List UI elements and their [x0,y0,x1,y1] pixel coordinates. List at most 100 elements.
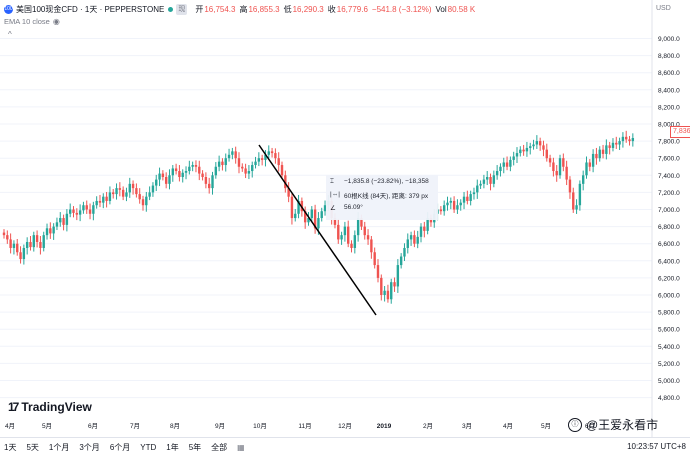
watermark: ⓘ @王爱永看市 [568,416,658,433]
candle-body [138,194,141,200]
candle-body [340,235,343,240]
ema-indicator-legend[interactable]: EMA 10 close ◉ [4,17,60,26]
range-6m[interactable]: 6个月 [109,443,131,452]
time-tick-label: 8月 [170,422,180,430]
candle-body [82,205,85,211]
candle-body [241,166,244,169]
watermark-text: @王爱永看市 [586,418,659,432]
candle-body [72,209,75,213]
candle-body [194,165,198,167]
price-tick-label: 7,600.0 [658,156,680,163]
candle-body [482,179,486,184]
candle-body [356,218,360,236]
candle-body [98,200,102,203]
candle-body [337,224,340,240]
candle-body [217,161,221,167]
candle-body [548,158,552,163]
symbol-legend[interactable]: 100 美国100现金CFD · 1天 · PEPPERSTONE 现 开 16,… [4,4,479,15]
candle-body [373,252,376,266]
candle-body [118,188,122,190]
candle-body [413,235,416,244]
calendar-icon[interactable]: ▦ [237,443,245,452]
candle-body [52,226,55,234]
candle-body [297,200,300,214]
candle-body [108,192,112,201]
candle-body [307,218,310,223]
price-tick-label: 5,400.0 [658,344,680,351]
candle-body [257,158,261,162]
candle-body [595,153,598,159]
candle-body [290,196,294,219]
time-tick-label: 5月 [42,422,52,430]
range-1m[interactable]: 1个月 [48,443,70,452]
candle-body [42,235,45,248]
range-ytd[interactable]: YTD [140,443,157,452]
tradingview-logo[interactable]: 17 TradingView [8,400,92,414]
range-1y[interactable]: 1年 [166,443,179,452]
candle-body [75,212,79,215]
tradingview-wordmark: TradingView [21,400,92,414]
candle-body [495,171,499,176]
eye-icon[interactable]: ◉ [52,17,60,26]
candle-body [184,171,188,173]
candle-body [92,205,95,214]
measure-bars: 60根K线 (84天), 距离: 379 px [344,192,429,200]
candle-body [611,142,615,148]
candle-body [267,151,270,155]
candle-body [525,147,529,152]
price-tick-label: 6,200.0 [658,275,680,282]
candle-body [102,196,105,203]
candle-body [323,205,327,212]
candle-body [442,205,446,212]
candle-body [439,209,443,212]
time-tick-label: 6月 [88,422,98,430]
candle-body [171,168,174,176]
candle-body [605,145,608,154]
collapse-legend-icon[interactable]: ^ [8,30,12,39]
price-tick-label: 7,800.0 [658,139,680,146]
candle-body [68,209,72,214]
candle-body [396,265,400,287]
candle-body [333,218,337,225]
currency-label: USD [656,5,671,12]
watermark-icon: ⓘ [568,417,582,432]
candle-body [158,173,161,180]
candle-body [280,165,284,176]
price-tick-label: 8,600.0 [658,70,680,77]
clock-time[interactable]: 10:23:57 UTC+8 [627,442,686,451]
trend-line [258,144,377,316]
low-value: 16,290.3 [292,5,324,14]
range-1d[interactable]: 1天 [4,443,17,452]
candle-body [12,243,16,248]
range-3m[interactable]: 3个月 [79,443,100,452]
candle-body [221,161,224,166]
candle-body [625,136,628,140]
time-tick-label: 10月 [253,422,267,430]
candle-body [462,196,466,203]
time-tick-label: 2019 [377,423,392,430]
symbol-name[interactable]: 美国100现金CFD · 1天 · PEPPERSTONE [16,5,165,14]
market-status-icon [168,7,174,12]
time-tick-label: 4月 [503,422,513,430]
candle-body [151,185,155,193]
candle-body [161,173,165,178]
candle-body [502,162,505,167]
candle-body [578,183,582,206]
candle-body [29,241,32,248]
candle-body [59,218,62,223]
range-all[interactable]: 全部 [211,443,228,452]
range-5y[interactable]: 5年 [188,443,202,452]
candle-body [260,158,264,160]
close-label: 收 [327,5,336,14]
candle-body [522,149,525,152]
range-5d[interactable]: 5天 [26,443,39,452]
candle-body [446,202,449,206]
measure-tooltip: ⌶ −1,835.8 (−23.82%), −18,358 |⇔| 60根K线 (8… [326,175,438,220]
candle-body [284,175,287,189]
price-tick-label: 6,600.0 [658,241,680,248]
candle-body [499,166,502,172]
price-tick-label: 6,800.0 [658,224,680,231]
candle-body [277,158,280,166]
